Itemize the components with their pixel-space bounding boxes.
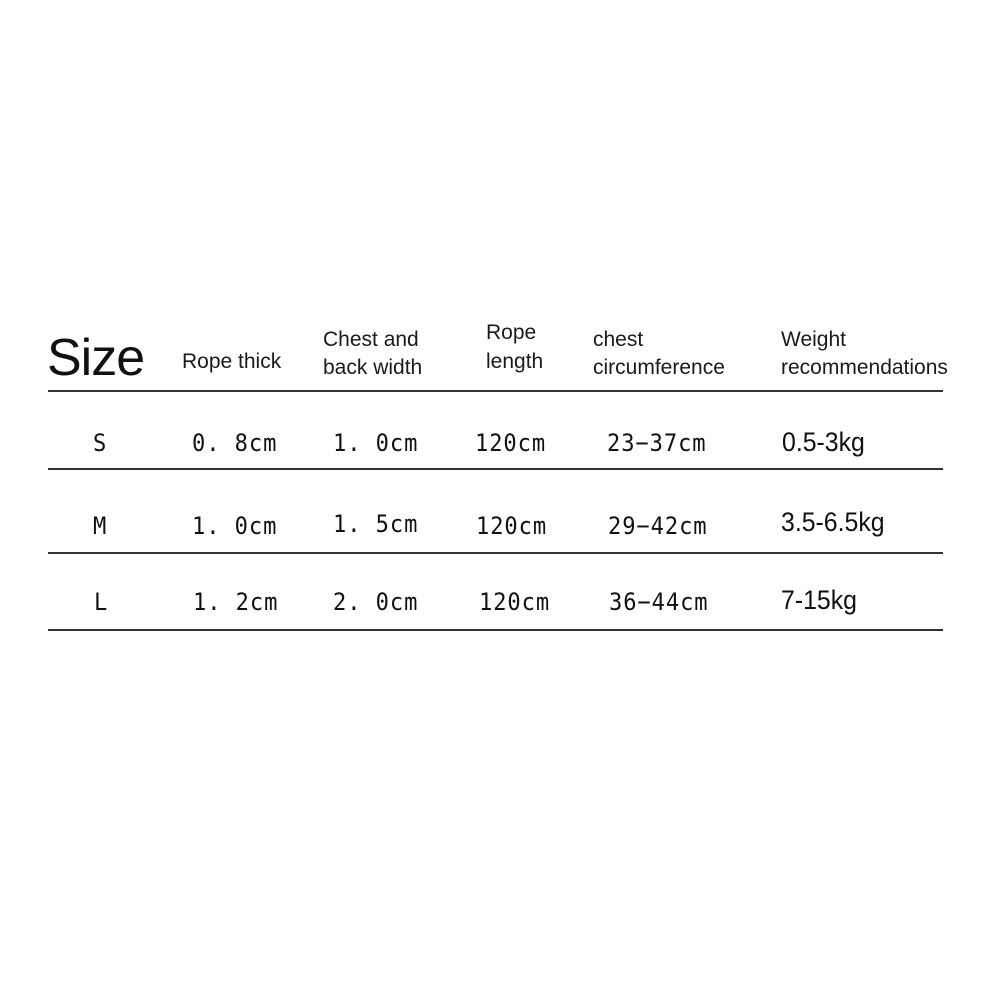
cell-size: M <box>93 512 108 540</box>
cell-chest-back-width: 1. 0cm <box>333 429 419 457</box>
header-chest-back-width-line1: Chest and <box>323 328 419 351</box>
header-chest-circumference-line1: chest <box>593 328 644 351</box>
cell-chest-circumference: 36−44cm <box>609 588 709 616</box>
header-rope-thick: Rope thick <box>182 350 282 373</box>
cell-rope-thick: 1. 0cm <box>192 512 278 540</box>
cell-chest-circumference: 29−42cm <box>608 512 708 540</box>
cell-chest-back-width: 2. 0cm <box>333 588 419 616</box>
header-weight-line2: recommendations <box>781 356 948 379</box>
header-rope-length-line1: Rope <box>486 321 537 344</box>
header-chest-back-width-line2: back width <box>323 356 423 379</box>
cell-rope-length: 120cm <box>479 588 551 616</box>
cell-rope-length: 120cm <box>476 512 548 540</box>
header-chest-circumference-line2: circumference <box>593 356 725 379</box>
header-size: Size <box>47 329 145 387</box>
cell-weight: 3.5-6.5kg <box>781 507 885 537</box>
divider <box>48 629 943 631</box>
cell-rope-thick: 0. 8cm <box>192 429 278 457</box>
header-weight-line1: Weight <box>781 328 846 351</box>
cell-size: L <box>94 588 109 616</box>
header-rope-length-line2: length <box>486 350 544 373</box>
cell-size: S <box>93 429 108 457</box>
divider <box>48 390 943 392</box>
cell-rope-length: 120cm <box>475 429 547 457</box>
cell-rope-thick: 1. 2cm <box>193 588 279 616</box>
divider <box>48 468 943 470</box>
cell-weight: 0.5-3kg <box>782 427 865 457</box>
cell-chest-back-width: 1. 5cm <box>333 510 419 538</box>
divider <box>48 552 943 554</box>
cell-chest-circumference: 23−37cm <box>607 429 707 457</box>
cell-weight: 7-15kg <box>781 585 857 615</box>
